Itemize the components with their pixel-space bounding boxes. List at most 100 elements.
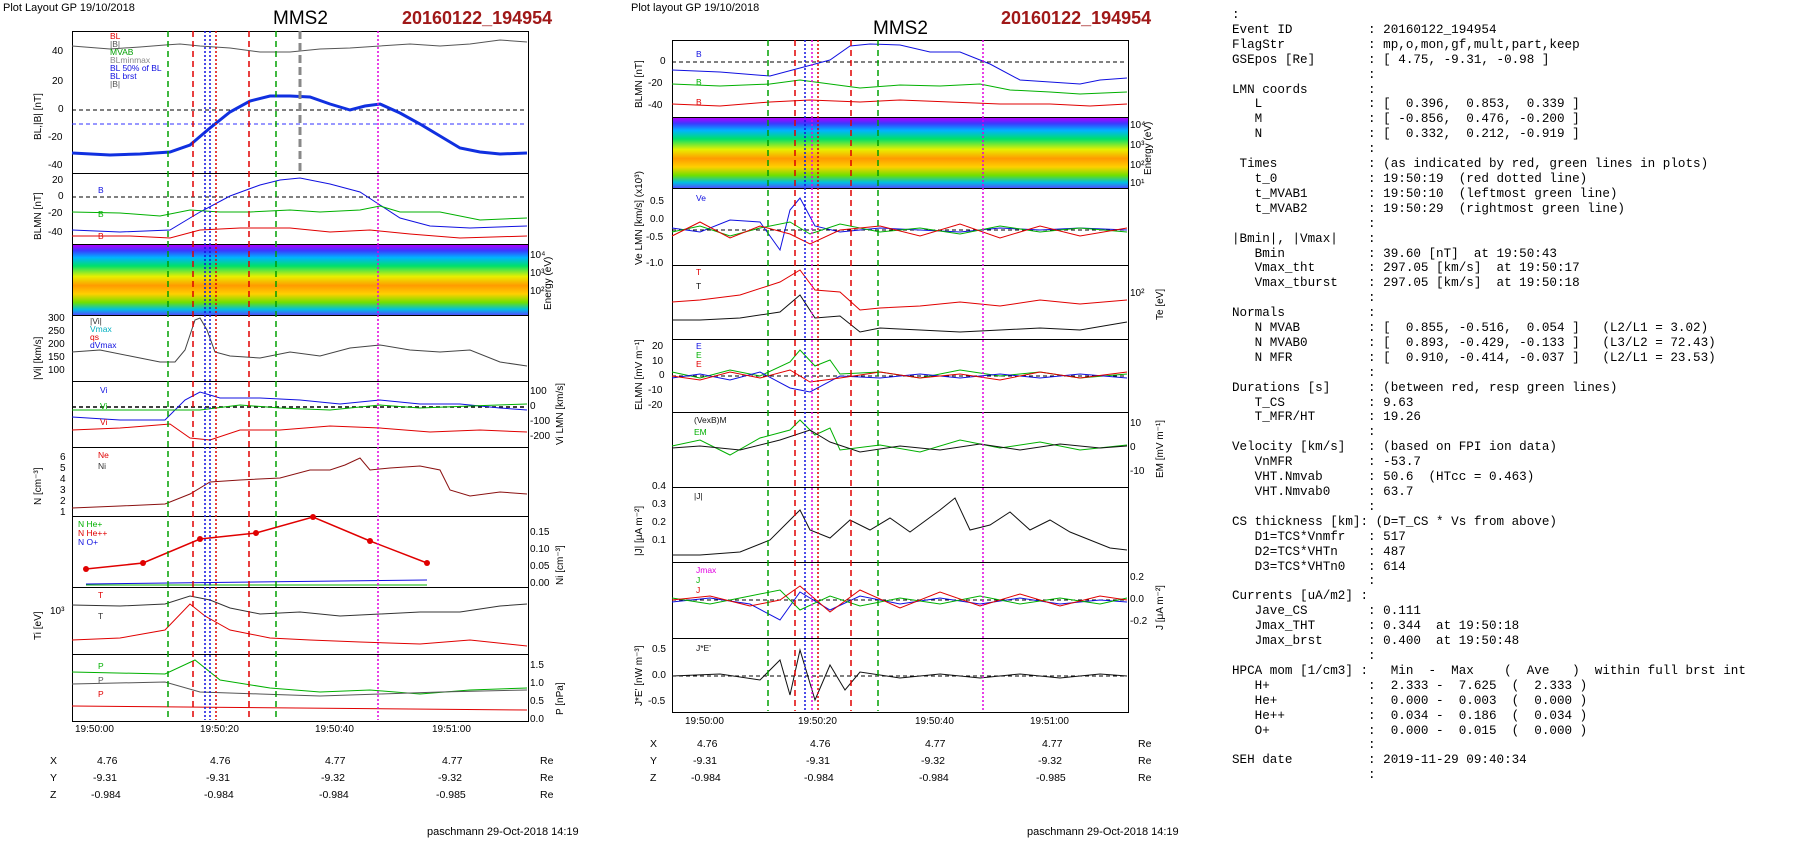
left-header: Plot Layout GP 19/10/2018 <box>3 2 135 14</box>
right-ylabel-elmn: ELMN [mV m⁻¹] <box>634 339 645 410</box>
legend-entry: N He+ <box>78 519 103 529</box>
info-line: HPCA mom [1/cm3] : Min - Max ( Ave ) wit… <box>1232 663 1746 678</box>
tick: 10² <box>1130 160 1145 171</box>
eph-value: -9.32 <box>438 772 462 784</box>
info-line: |Bmin|, |Vmax| : <box>1232 231 1376 246</box>
info-line: O+ : 0.000 - 0.015 ( 0.000 ) <box>1232 723 1588 738</box>
legend-entry: BL brst <box>110 71 137 81</box>
info-line: FlagStr : mp,o,mon,gf,mult,part,keep <box>1232 37 1580 52</box>
legend-entry: T <box>696 267 702 277</box>
info-line: : <box>1232 365 1376 380</box>
eph-value: -0.984 <box>919 772 949 784</box>
tick: -0.5 <box>648 696 666 707</box>
left-instrument: MMS2 <box>273 8 328 29</box>
tick: 4 <box>60 474 66 485</box>
info-line: D3=TCS*VHTn0 : 614 <box>1232 559 1406 574</box>
info-line: Bmin : 39.60 [nT] at 19:50:43 <box>1232 246 1557 261</box>
legend-entry: B <box>98 185 104 195</box>
info-line: Jmax_brst : 0.400 at 19:50:48 <box>1232 634 1520 649</box>
info-line: He++ : 0.034 - 0.186 ( 0.034 ) <box>1232 708 1588 723</box>
info-line: : <box>1232 499 1376 514</box>
legend-entry: dVmax <box>90 340 117 350</box>
eph-value: -0.984 <box>319 789 349 801</box>
eph-value: 4.76 <box>810 738 831 750</box>
eph-unit: Re <box>540 755 554 767</box>
event-info-text: : Event ID : 20160122_194954 FlagStr : mp,… <box>1232 8 1746 783</box>
info-line: : <box>1232 768 1376 783</box>
legend-entry: |B| <box>110 79 121 89</box>
legend-entry: B <box>98 209 104 219</box>
right-panel-ve <box>672 188 1129 266</box>
tick: 1.5 <box>530 660 544 671</box>
legend-entry: Vmax <box>90 324 112 334</box>
tick: 0.00 <box>530 578 550 589</box>
info-line: GSEpos [Re] : [ 4.75, -9.31, -0.98 ] <box>1232 52 1550 67</box>
time-tick: 19:50:40 <box>315 724 354 735</box>
eph-label: X <box>50 755 58 767</box>
tick: 0.5 <box>650 196 664 207</box>
legend-entry: Ve <box>696 193 706 203</box>
tick: 0.2 <box>1130 572 1144 583</box>
eph-value: 4.77 <box>325 755 346 767</box>
tick: 10⁴ <box>530 250 546 261</box>
tick: 10 <box>1130 418 1142 429</box>
info-line: Times : (as indicated by red, green line… <box>1232 157 1709 172</box>
info-line: D1=TCS*Vnmfr : 517 <box>1232 529 1406 544</box>
info-line: N : [ 0.332, 0.212, -0.919 ] <box>1232 127 1580 142</box>
info-line: : <box>1232 648 1376 663</box>
time-tick: 19:51:00 <box>432 724 471 735</box>
eph-value: 4.76 <box>210 755 231 767</box>
info-line: N MVAB : [ 0.855, -0.516, 0.054 ] (L2/L1… <box>1232 321 1709 336</box>
tick: 0.0 <box>650 214 664 225</box>
eph-value: -0.984 <box>691 772 721 784</box>
tick: 150 <box>48 352 65 363</box>
info-line: SEH date : 2019-11-29 09:40:34 <box>1232 753 1527 768</box>
legend-entry: T <box>696 281 702 291</box>
legend-entry: T <box>98 590 104 600</box>
tick: 1.0 <box>530 678 544 689</box>
info-line: M : [ -0.856, 0.476, -0.200 ] <box>1232 112 1580 127</box>
info-line: Velocity [km/s] : (based on FPI ion data… <box>1232 440 1557 455</box>
eph-label: Y <box>650 755 658 767</box>
legend-entry: Vi <box>100 385 108 395</box>
right-ylabel-te: Te [eV] <box>1155 288 1166 320</box>
legend-entry: E <box>696 341 702 351</box>
left-event-id: 20160122_194954 <box>402 8 553 28</box>
tick: 5 <box>60 463 66 474</box>
info-line: : <box>1232 142 1376 157</box>
eph-label: Y <box>50 772 58 784</box>
legend-entry: P <box>98 661 104 671</box>
eph-label: Z <box>650 772 657 784</box>
info-line: D2=TCS*VHTn : 487 <box>1232 544 1406 559</box>
legend-entry: P <box>98 675 104 685</box>
right-header: Plot layout GP 19/10/2018 <box>631 2 760 14</box>
info-line: Jave_CS : 0.111 <box>1232 604 1421 619</box>
tick: 0.10 <box>530 544 550 555</box>
info-line: He+ : 0.000 - 0.003 ( 0.000 ) <box>1232 693 1588 708</box>
legend-entry: qs <box>90 332 99 342</box>
right-ylabel-ve: Ve LMN [km/s] (x10³) <box>634 171 645 265</box>
right-instrument: MMS2 <box>873 18 928 39</box>
eph-value: 4.77 <box>1042 738 1063 750</box>
legend-entry: B <box>696 49 702 59</box>
legend-entry: BL <box>110 31 121 41</box>
tick: 0 <box>58 104 64 115</box>
legend-entry: EM <box>694 427 707 437</box>
info-line: VHT.Nmvab0 : 63.7 <box>1232 485 1414 499</box>
legend-entry: E <box>696 350 702 360</box>
legend-entry: J <box>696 585 701 595</box>
eph-value: -9.31 <box>806 755 830 767</box>
tick: 0.2 <box>652 517 666 528</box>
tick: -0.5 <box>646 232 664 243</box>
legend-entry: Vi <box>100 401 108 411</box>
eph-unit: Re <box>540 789 554 801</box>
legend-entry: B <box>98 231 104 241</box>
info-line: t_0 : 19:50:19 (red dotted line) <box>1232 171 1588 186</box>
right-ylabel-jlmn: J [μA m⁻²] <box>1155 585 1166 630</box>
tick: 0.15 <box>530 527 550 538</box>
right-ylabel-blmn: BLMN [nT] <box>634 60 645 108</box>
time-tick: 19:51:00 <box>1030 716 1069 727</box>
legend-entry: Vi <box>100 417 108 427</box>
legend-entry: MVAB <box>110 47 134 57</box>
